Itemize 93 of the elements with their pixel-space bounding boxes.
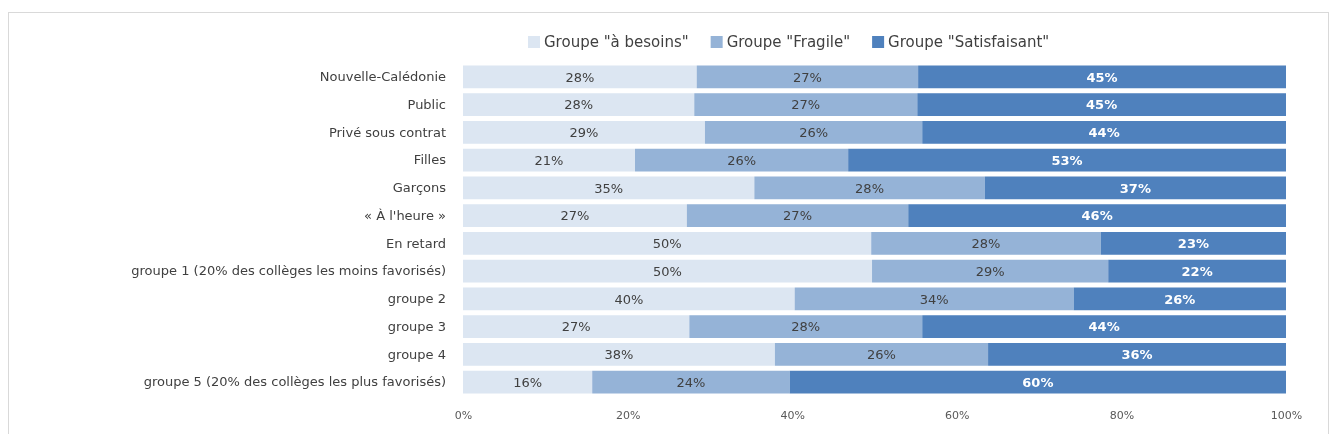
bar [988, 343, 1286, 366]
bar [463, 315, 690, 338]
bar [848, 148, 1286, 172]
data-label: 40% [614, 291, 644, 307]
bar [1100, 232, 1286, 255]
bar [635, 148, 849, 172]
data-label: 26% [867, 347, 896, 363]
data-label: 28% [855, 180, 885, 196]
bar [694, 93, 918, 116]
bar [463, 343, 775, 366]
bar [592, 370, 790, 394]
data-label: 34% [919, 291, 949, 307]
bar [1073, 287, 1286, 311]
x-tick-label: 40% [780, 408, 805, 422]
bar [463, 232, 872, 255]
data-label: 37% [1119, 180, 1151, 196]
bar [463, 93, 695, 116]
bar [463, 204, 687, 227]
data-label: 29% [569, 125, 599, 141]
y-tick-label: groupe 2 [387, 291, 446, 307]
bar [704, 121, 923, 144]
bar [689, 315, 923, 338]
bar [1108, 259, 1286, 283]
bar [871, 232, 1101, 255]
data-label: 27% [783, 208, 812, 224]
data-label: 45% [1086, 69, 1118, 85]
data-label: 22% [1181, 263, 1213, 279]
bar [789, 370, 1286, 394]
y-tick-label: Privé sous contrat [328, 124, 446, 140]
data-label: 46% [1081, 208, 1113, 224]
legend-label: Groupe "Satisfaisant" [888, 33, 1050, 51]
y-tick-label: groupe 5 (20% des collèges les plus favorisés) [143, 374, 446, 390]
bar [463, 121, 705, 144]
data-label: 28% [564, 97, 594, 113]
bar [696, 65, 919, 89]
data-label: 26% [727, 152, 757, 168]
bar [463, 259, 873, 283]
data-label: 44% [1088, 125, 1120, 141]
y-tick-label: En retard [385, 235, 446, 251]
data-label: 23% [1177, 236, 1209, 252]
data-label: 36% [1121, 347, 1153, 363]
bar [908, 204, 1286, 227]
data-label: 35% [594, 180, 624, 196]
x-tick-label: 100% [1270, 408, 1303, 422]
data-label: 26% [1164, 291, 1196, 307]
x-tick-label: 80% [1109, 408, 1135, 422]
data-label: 29% [975, 263, 1005, 279]
data-label: 28% [565, 69, 595, 85]
bar [774, 343, 989, 366]
x-tick-label: 0% [454, 408, 473, 422]
data-label: 45% [1086, 97, 1118, 113]
bar [754, 176, 985, 200]
data-label: 27% [560, 208, 590, 224]
bar [794, 287, 1074, 311]
data-label: 27% [792, 69, 822, 85]
y-tick-label: Nouvelle-Calédonie [319, 69, 446, 85]
y-tick-label: groupe 1 (20% des collèges les moins favorisés) [131, 263, 446, 279]
data-label: 24% [676, 374, 706, 390]
data-label: 27% [791, 97, 821, 113]
y-tick-label: groupe 3 [387, 318, 446, 334]
bar [463, 287, 795, 311]
bar [463, 65, 697, 89]
data-label: 60% [1022, 374, 1054, 390]
data-label: 53% [1051, 152, 1083, 168]
data-label: 50% [653, 263, 682, 279]
bar [463, 148, 636, 172]
data-label: 16% [513, 374, 543, 390]
x-tick-label: 20% [615, 408, 641, 422]
legend-label: Groupe "à besoins" [544, 33, 689, 51]
bar [922, 121, 1286, 144]
data-label: 26% [799, 125, 829, 141]
bar [463, 370, 593, 394]
y-tick-label: Garçons [392, 180, 447, 196]
bar [984, 176, 1286, 200]
bar [686, 204, 909, 227]
bar [872, 259, 1109, 283]
data-label: 38% [604, 347, 634, 363]
bar [917, 93, 1286, 116]
data-label: 28% [791, 319, 821, 335]
data-label: 50% [652, 236, 682, 252]
data-label: 21% [534, 152, 564, 168]
bar [922, 315, 1286, 338]
x-tick-label: 60% [945, 408, 970, 422]
data-label: 44% [1088, 319, 1120, 335]
y-tick-label: Filles [413, 152, 447, 168]
bar [463, 176, 755, 200]
data-label: 28% [971, 236, 1001, 252]
data-label: 27% [561, 319, 591, 335]
y-tick-label: Public [407, 96, 446, 112]
y-tick-label: « À l'heure » [364, 207, 446, 223]
y-tick-label: groupe 4 [387, 346, 446, 362]
legend-label: Groupe "Fragile" [726, 33, 851, 51]
bar [918, 65, 1286, 89]
